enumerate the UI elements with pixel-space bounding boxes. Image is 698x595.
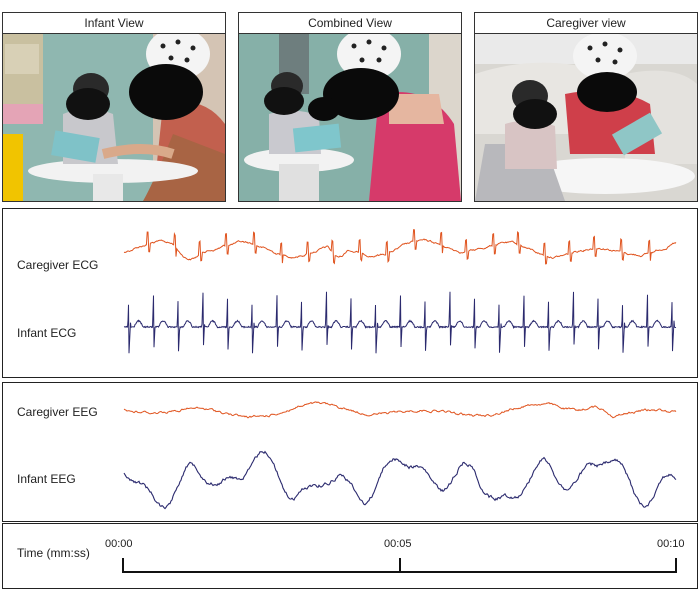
infant-eeg-label: Infant EEG <box>17 472 76 486</box>
eeg-traces <box>123 401 677 510</box>
infant-ecg-trace <box>123 291 677 354</box>
infant-view-image <box>3 34 225 201</box>
tick-label-start: 00:00 <box>105 538 133 550</box>
combined-view-panel: Combined View <box>238 12 462 202</box>
eeg-panel: Caregiver EEG Infant EEG <box>2 382 698 522</box>
tick-label-mid: 00:05 <box>384 538 412 550</box>
caregiver-view-panel: Caregiver view <box>474 12 698 202</box>
caregiver-view-image <box>475 34 697 201</box>
caregiver-view-title: Caregiver view <box>475 13 697 34</box>
infant-view-title: Infant View <box>3 13 225 34</box>
timeline-label: Time (mm:ss) <box>17 546 90 560</box>
caregiver-eeg-trace <box>123 401 677 419</box>
infant-view-panel: Infant View <box>2 12 226 202</box>
timeline-panel: Time (mm:ss) 00:00 00:05 00:10 <box>2 523 698 589</box>
caregiver-ecg-trace <box>123 229 677 265</box>
combined-view-title: Combined View <box>239 13 461 34</box>
combined-view-image <box>239 34 461 201</box>
ecg-traces <box>123 229 677 354</box>
infant-ecg-label: Infant ECG <box>17 326 77 340</box>
ecg-panel: Caregiver ECG Infant ECG <box>2 208 698 378</box>
tick-label-end: 00:10 <box>657 538 685 550</box>
caregiver-eeg-label: Caregiver EEG <box>17 405 98 419</box>
timeline-axis <box>122 558 677 573</box>
infant-eeg-trace <box>123 450 677 510</box>
caregiver-ecg-label: Caregiver ECG <box>17 258 99 272</box>
